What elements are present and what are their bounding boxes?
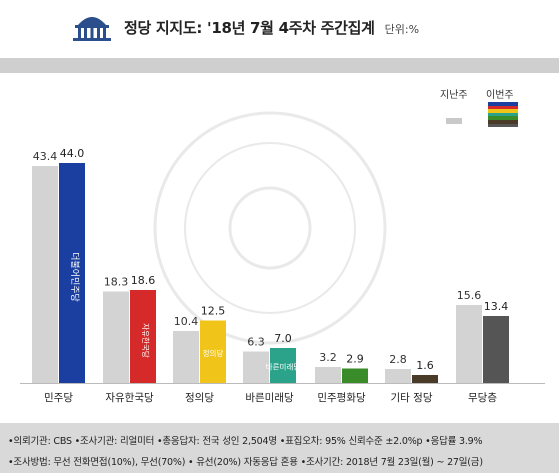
value-label-prev-3: 6.3 (247, 336, 265, 349)
value-label-prev-6: 15.6 (457, 289, 482, 302)
legend-cur-stripe-5 (488, 119, 518, 124)
category-label-5: 기타 정당 (391, 392, 433, 404)
header-band (0, 58, 559, 73)
legend-cur-stripe-4 (488, 116, 518, 120)
national-assembly-icon (73, 17, 111, 41)
bar-prev-0 (32, 166, 58, 383)
value-label-prev-5: 2.8 (389, 353, 407, 366)
legend-cur-stripe-2 (488, 109, 518, 113)
bar-cur-1 (130, 290, 156, 383)
value-label-cur-6: 13.4 (484, 300, 509, 313)
bar-cur-3 (270, 348, 296, 383)
legend-cur-stripe-6 (488, 123, 518, 128)
party-mark-0: 더불어민주당 (69, 252, 80, 302)
legend-cur-stripe-1 (488, 105, 518, 110)
category-label-0: 민주당 (44, 392, 73, 404)
party-mark-1: 자유한국당 (141, 323, 151, 358)
bar-cur-4 (342, 368, 368, 383)
legend-cur-label: 이번주 (486, 90, 514, 101)
party-mark-2: 정의당 (203, 348, 224, 358)
bar-cur-2 (200, 320, 226, 383)
survey-info-line-1: •의뢰기관: CBS •조사기관: 리얼미터 •총응답자: 전국 성인 2,50… (8, 436, 483, 447)
bar-cur-6 (483, 316, 509, 383)
chart-area: 43.4 44.0 민주당 더불어민주당 18.3 18.6 자유한국당 자유한국당 10.4 1… (0, 73, 559, 423)
bar-prev-2 (173, 331, 199, 383)
bar-prev-4 (315, 367, 341, 383)
legend-cur-stripe-3 (488, 112, 518, 117)
value-label-prev-0: 43.4 (33, 150, 58, 163)
bar-prev-6 (456, 305, 482, 383)
legend-cur-stripe-0 (488, 102, 518, 106)
unit-label: 단위:% (384, 23, 420, 36)
value-label-cur-3: 7.0 (274, 332, 292, 345)
value-label-prev-2: 10.4 (174, 315, 199, 328)
category-label-4: 민주평화당 (317, 392, 366, 404)
value-label-cur-0: 44.0 (60, 147, 85, 160)
value-label-cur-5: 1.6 (416, 359, 434, 372)
bar-cur-0 (59, 163, 85, 383)
category-label-2: 정의당 (185, 392, 214, 404)
footer: •의뢰기관: CBS •조사기관: 리얼미터 •총응답자: 전국 성인 2,50… (0, 423, 559, 473)
legend: 지난주 이번주 (440, 86, 550, 146)
value-label-prev-1: 18.3 (104, 276, 129, 289)
category-label-1: 자유한국당 (105, 392, 154, 404)
value-label-cur-1: 18.6 (131, 274, 156, 287)
party-mark-3: 바른미래당 (266, 362, 301, 372)
watermark-seal (153, 111, 387, 345)
bar-prev-3 (243, 351, 269, 383)
bar-prev-1 (103, 291, 129, 383)
value-label-prev-4: 3.2 (319, 351, 337, 364)
category-label-6: 무당층 (468, 392, 497, 404)
bar-cur-5 (412, 375, 438, 383)
legend-cur-swatch (488, 102, 518, 128)
header: 정당 지지도: '18년 7월 4주차 주간집계 단위:% (0, 0, 559, 58)
category-label-3: 바른미래당 (245, 392, 294, 404)
legend-prev-swatch (446, 118, 462, 124)
legend-prev-label: 지난주 (440, 90, 468, 101)
survey-info-line-2: •조사방법: 무선 전화면접(10%), 무선(70%) • 유선(20%) 자… (8, 457, 483, 468)
value-label-cur-4: 2.9 (346, 353, 364, 366)
value-label-cur-2: 12.5 (201, 305, 226, 318)
title-wrap: 정당 지지도: '18년 7월 4주차 주간집계 단위:% (70, 10, 419, 44)
bar-prev-5 (385, 369, 411, 383)
page-title: 정당 지지도: '18년 7월 4주차 주간집계 (124, 18, 375, 37)
